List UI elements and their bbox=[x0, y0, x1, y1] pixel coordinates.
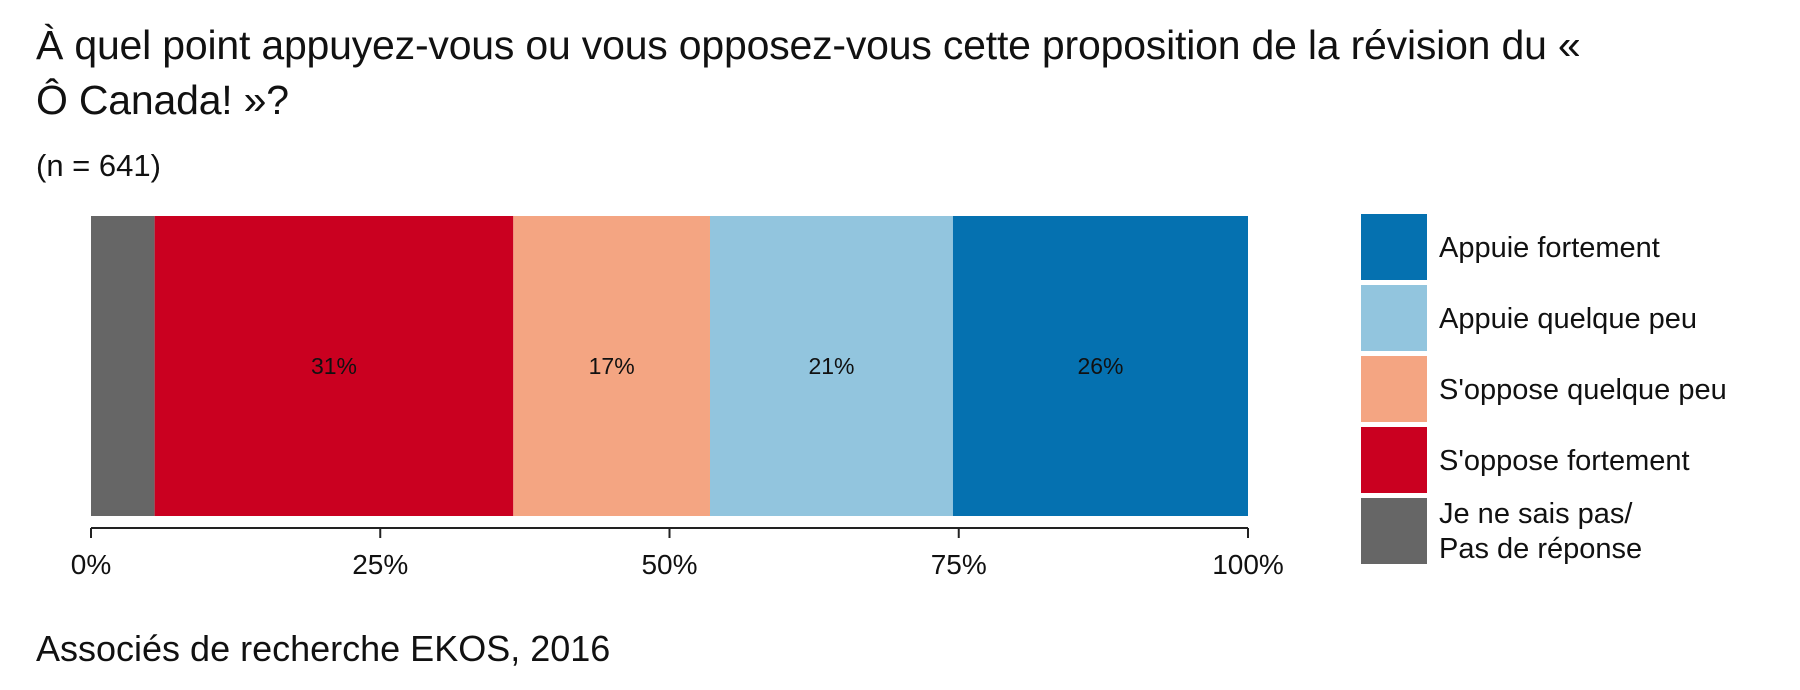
data-label-s-oppose-fortement: 31% bbox=[311, 353, 357, 379]
source-note: Associés de recherche EKOS, 2016 bbox=[36, 628, 611, 669]
chart-subtitle: (n = 641) bbox=[36, 148, 161, 183]
legend-swatch-appuie-fortement bbox=[1361, 214, 1427, 280]
x-tick-label: 50% bbox=[641, 549, 697, 580]
legend-swatch-je-ne-sais-pas-pas-de-r-ponse bbox=[1361, 498, 1427, 564]
legend: Appuie fortement Appuie quelque peu S'oppo… bbox=[1361, 214, 1727, 565]
legend-label-s-oppose-fortement: S'oppose fortement bbox=[1439, 445, 1690, 477]
x-axis: 0% 25% 50% 75% 100% bbox=[71, 527, 1284, 580]
bar-segment-s-oppose-fortement bbox=[154, 216, 514, 516]
legend-label-appuie-fortement: Appuie fortement bbox=[1439, 232, 1660, 264]
bar-segment-je-ne-sais-pas-pas-de-r-ponse bbox=[91, 216, 155, 516]
x-tick-label: 25% bbox=[352, 549, 408, 580]
legend-label-s-oppose-quelque-peu: S'oppose quelque peu bbox=[1439, 374, 1727, 406]
legend-label-appuie-quelque-peu: Appuie quelque peu bbox=[1439, 303, 1697, 335]
data-label-appuie-quelque-peu: 21% bbox=[808, 353, 854, 379]
bar-segment-s-oppose-quelque-peu bbox=[513, 216, 710, 516]
legend-swatch-s-oppose-fortement bbox=[1361, 427, 1427, 493]
legend-label-je-ne-sais-pas-pas-de-r-ponse: Je ne sais pas/Pas de réponse bbox=[1439, 498, 1642, 565]
legend-swatch-s-oppose-quelque-peu bbox=[1361, 356, 1427, 422]
bar-segment-appuie-quelque-peu bbox=[709, 216, 953, 516]
bar-segment-appuie-fortement bbox=[952, 216, 1248, 516]
bar-segments: 31% 17% 21% 26% bbox=[91, 216, 1248, 516]
x-tick-label: 100% bbox=[1212, 549, 1284, 580]
data-label-s-oppose-quelque-peu: 17% bbox=[589, 353, 635, 379]
legend-swatch-appuie-quelque-peu bbox=[1361, 285, 1427, 351]
x-tick-label: 0% bbox=[71, 549, 111, 580]
chart-title: À quel point appuyez-vous ou vous oppose… bbox=[36, 22, 1581, 123]
x-tick-label: 75% bbox=[931, 549, 987, 580]
data-label-appuie-fortement: 26% bbox=[1077, 353, 1123, 379]
